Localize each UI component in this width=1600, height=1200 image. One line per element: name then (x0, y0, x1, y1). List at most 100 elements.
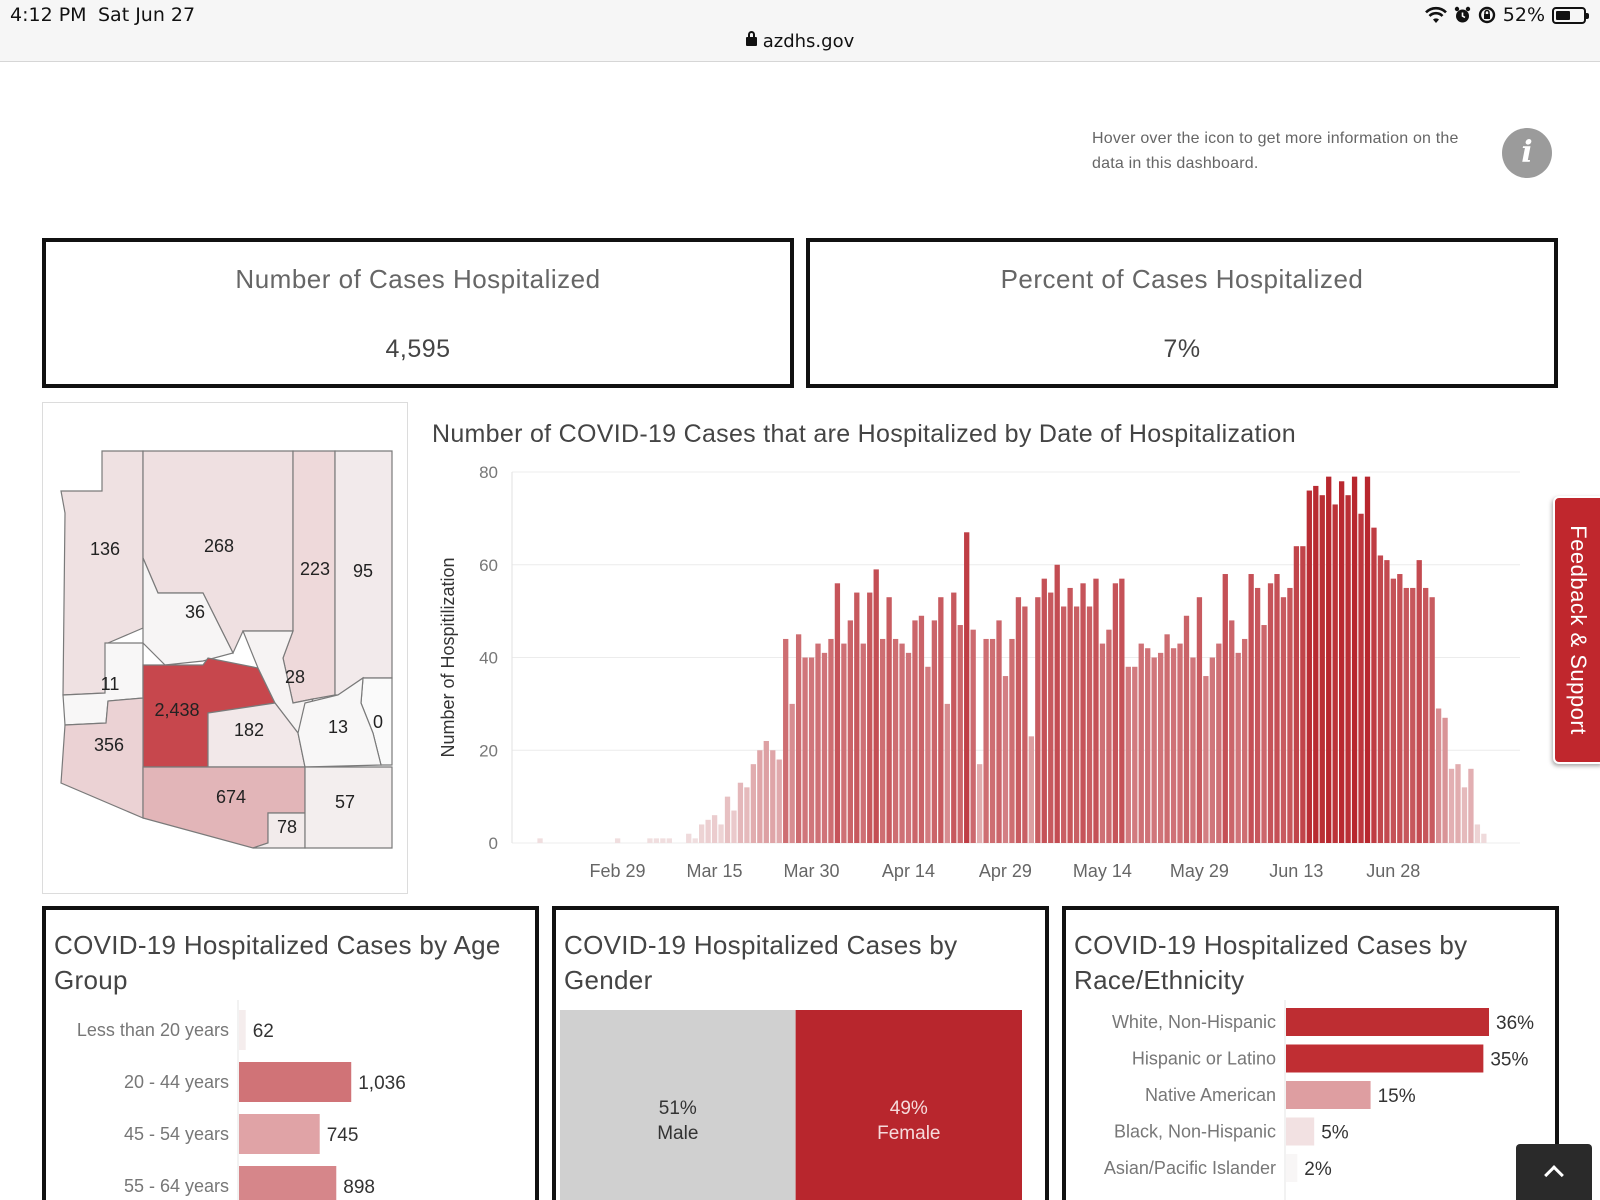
date-bar[interactable] (1086, 606, 1093, 843)
race-bar[interactable] (1286, 1081, 1371, 1109)
date-bar[interactable] (744, 787, 750, 843)
date-bar[interactable] (1274, 574, 1280, 843)
date-bar[interactable] (1009, 638, 1015, 843)
date-bar[interactable] (1061, 606, 1067, 843)
date-bar[interactable] (860, 643, 866, 843)
date-bar[interactable] (1190, 657, 1196, 844)
date-bar[interactable] (886, 597, 892, 843)
date-bar[interactable] (1022, 606, 1028, 843)
date-bar[interactable] (1164, 634, 1170, 843)
date-bar[interactable] (938, 597, 944, 843)
date-bar[interactable] (666, 838, 672, 843)
date-bar[interactable] (1125, 666, 1131, 843)
date-bar[interactable] (951, 592, 957, 843)
date-bar[interactable] (770, 750, 776, 843)
date-bar[interactable] (1267, 583, 1274, 843)
date-bar[interactable] (1351, 476, 1358, 843)
date-bar[interactable] (1229, 620, 1235, 843)
county-yavapai[interactable] (142, 557, 234, 666)
date-bar[interactable] (1435, 708, 1442, 843)
date-bar[interactable] (892, 638, 899, 843)
date-bar[interactable] (1254, 587, 1261, 843)
date-bar[interactable] (1170, 648, 1177, 843)
date-bar[interactable] (1196, 597, 1203, 843)
race-bar[interactable] (1286, 1008, 1489, 1036)
date-bar[interactable] (1112, 583, 1119, 843)
date-bar[interactable] (905, 652, 912, 843)
date-bar[interactable] (750, 764, 757, 843)
date-bar[interactable] (724, 796, 731, 844)
date-bar[interactable] (1093, 578, 1099, 843)
date-bar[interactable] (1455, 764, 1461, 843)
date-bar[interactable] (718, 824, 724, 843)
date-bar[interactable] (1306, 490, 1312, 843)
date-bar[interactable] (1183, 615, 1190, 843)
date-bar[interactable] (1216, 643, 1222, 843)
date-bar[interactable] (776, 759, 782, 843)
date-bar[interactable] (970, 629, 976, 843)
date-bar[interactable] (1416, 560, 1422, 843)
date-bar[interactable] (821, 652, 828, 843)
date-bar[interactable] (1151, 657, 1157, 844)
date-bar[interactable] (1177, 643, 1183, 843)
date-bar[interactable] (1002, 676, 1009, 843)
date-bar[interactable] (867, 592, 873, 843)
date-bar[interactable] (737, 782, 744, 843)
date-bar[interactable] (692, 838, 698, 843)
date-bar[interactable] (1203, 676, 1209, 843)
date-bar[interactable] (1371, 527, 1377, 843)
date-bar[interactable] (1157, 652, 1164, 843)
date-bar[interactable] (1326, 476, 1332, 843)
race-bar[interactable] (1286, 1154, 1298, 1182)
date-bar[interactable] (1442, 717, 1448, 843)
date-bar[interactable] (1448, 768, 1455, 843)
date-bar[interactable] (828, 638, 834, 843)
date-bar[interactable] (1132, 666, 1138, 843)
date-bar[interactable] (1106, 629, 1112, 843)
feedback-support-tab[interactable]: Feedback & Support (1553, 496, 1600, 764)
date-bar[interactable] (1319, 495, 1325, 843)
date-bar[interactable] (808, 657, 815, 844)
date-bar[interactable] (757, 750, 763, 843)
date-bar[interactable] (686, 833, 692, 844)
info-icon[interactable]: i (1502, 128, 1552, 178)
date-bar[interactable] (1235, 652, 1241, 843)
date-bar[interactable] (834, 583, 841, 843)
date-bar[interactable] (1461, 787, 1468, 843)
gender-segment[interactable] (795, 1010, 1022, 1200)
date-bar[interactable] (1099, 643, 1106, 843)
date-bar[interactable] (1468, 768, 1474, 843)
age-bar[interactable] (239, 1062, 352, 1102)
date-bar[interactable] (1119, 578, 1125, 843)
race-bar[interactable] (1286, 1044, 1484, 1073)
date-bar[interactable] (1080, 583, 1086, 843)
date-bar[interactable] (1338, 481, 1345, 843)
age-bar[interactable] (239, 1166, 337, 1200)
date-bar[interactable] (944, 703, 950, 844)
county-santa-cruz[interactable] (252, 812, 306, 849)
date-bar[interactable] (705, 819, 711, 843)
date-bar[interactable] (795, 634, 802, 843)
date-bar[interactable] (1287, 587, 1293, 843)
date-bar[interactable] (763, 740, 769, 844)
date-bar[interactable] (1390, 578, 1397, 843)
date-bar[interactable] (537, 838, 543, 843)
date-bar[interactable] (1073, 606, 1080, 843)
scroll-to-top-button[interactable] (1516, 1144, 1592, 1200)
date-bar[interactable] (931, 620, 938, 843)
date-bar[interactable] (614, 838, 621, 843)
date-bar[interactable] (1222, 574, 1228, 843)
date-bar[interactable] (1384, 560, 1390, 843)
date-bar[interactable] (1035, 597, 1041, 843)
date-bar[interactable] (1028, 736, 1034, 843)
date-bar[interactable] (854, 592, 860, 843)
date-bar[interactable] (711, 815, 718, 843)
date-bar[interactable] (1300, 546, 1306, 843)
date-bar[interactable] (1403, 587, 1409, 843)
date-bar[interactable] (841, 643, 847, 843)
date-bar[interactable] (925, 666, 931, 843)
date-bar[interactable] (1423, 587, 1429, 843)
date-bar[interactable] (899, 643, 905, 843)
date-bar[interactable] (1397, 574, 1403, 843)
date-bar[interactable] (1054, 564, 1060, 843)
